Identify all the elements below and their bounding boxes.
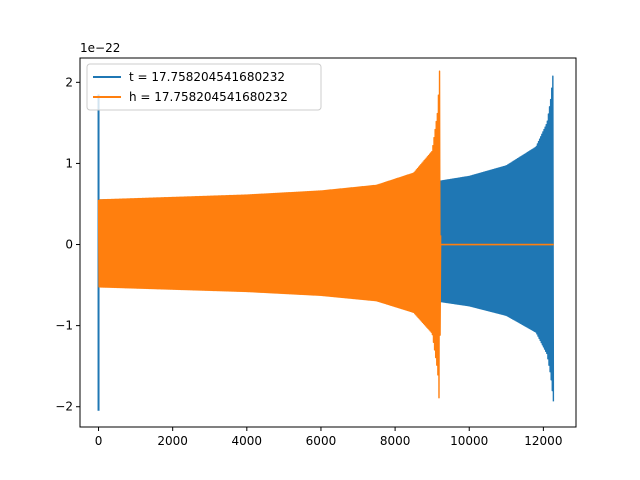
axes-frame (79, 57, 577, 428)
y-tick-label: −2 (55, 400, 73, 414)
series-2-line (97, 70, 442, 399)
y-axis: −2 −1 0 1 2 (55, 75, 80, 414)
y-tick-label: 2 (65, 75, 73, 89)
y-tick-label: 0 (65, 238, 73, 252)
x-tick-label: 4000 (232, 434, 263, 448)
legend: t = 17.758204541680232 h = 17.75820454168… (86, 63, 322, 111)
plot-area (97, 70, 555, 411)
y-tick-label: −1 (55, 319, 73, 333)
x-tick-label: 2000 (157, 434, 188, 448)
x-axis: 0 2000 4000 6000 8000 10000 12000 (95, 427, 562, 448)
x-tick-label: 8000 (380, 434, 411, 448)
x-tick-label: 12000 (524, 434, 562, 448)
y-tick-label: 1 (65, 156, 73, 170)
legend-box (86, 63, 322, 111)
legend-label-1: t = 17.758204541680232 (129, 70, 285, 84)
series-2-group (97, 70, 554, 399)
x-tick-label: 0 (95, 434, 103, 448)
x-tick-label: 10000 (450, 434, 488, 448)
legend-label-2: h = 17.758204541680232 (129, 90, 288, 104)
y-offset-label: 1e−22 (80, 41, 120, 55)
x-tick-label: 6000 (306, 434, 337, 448)
